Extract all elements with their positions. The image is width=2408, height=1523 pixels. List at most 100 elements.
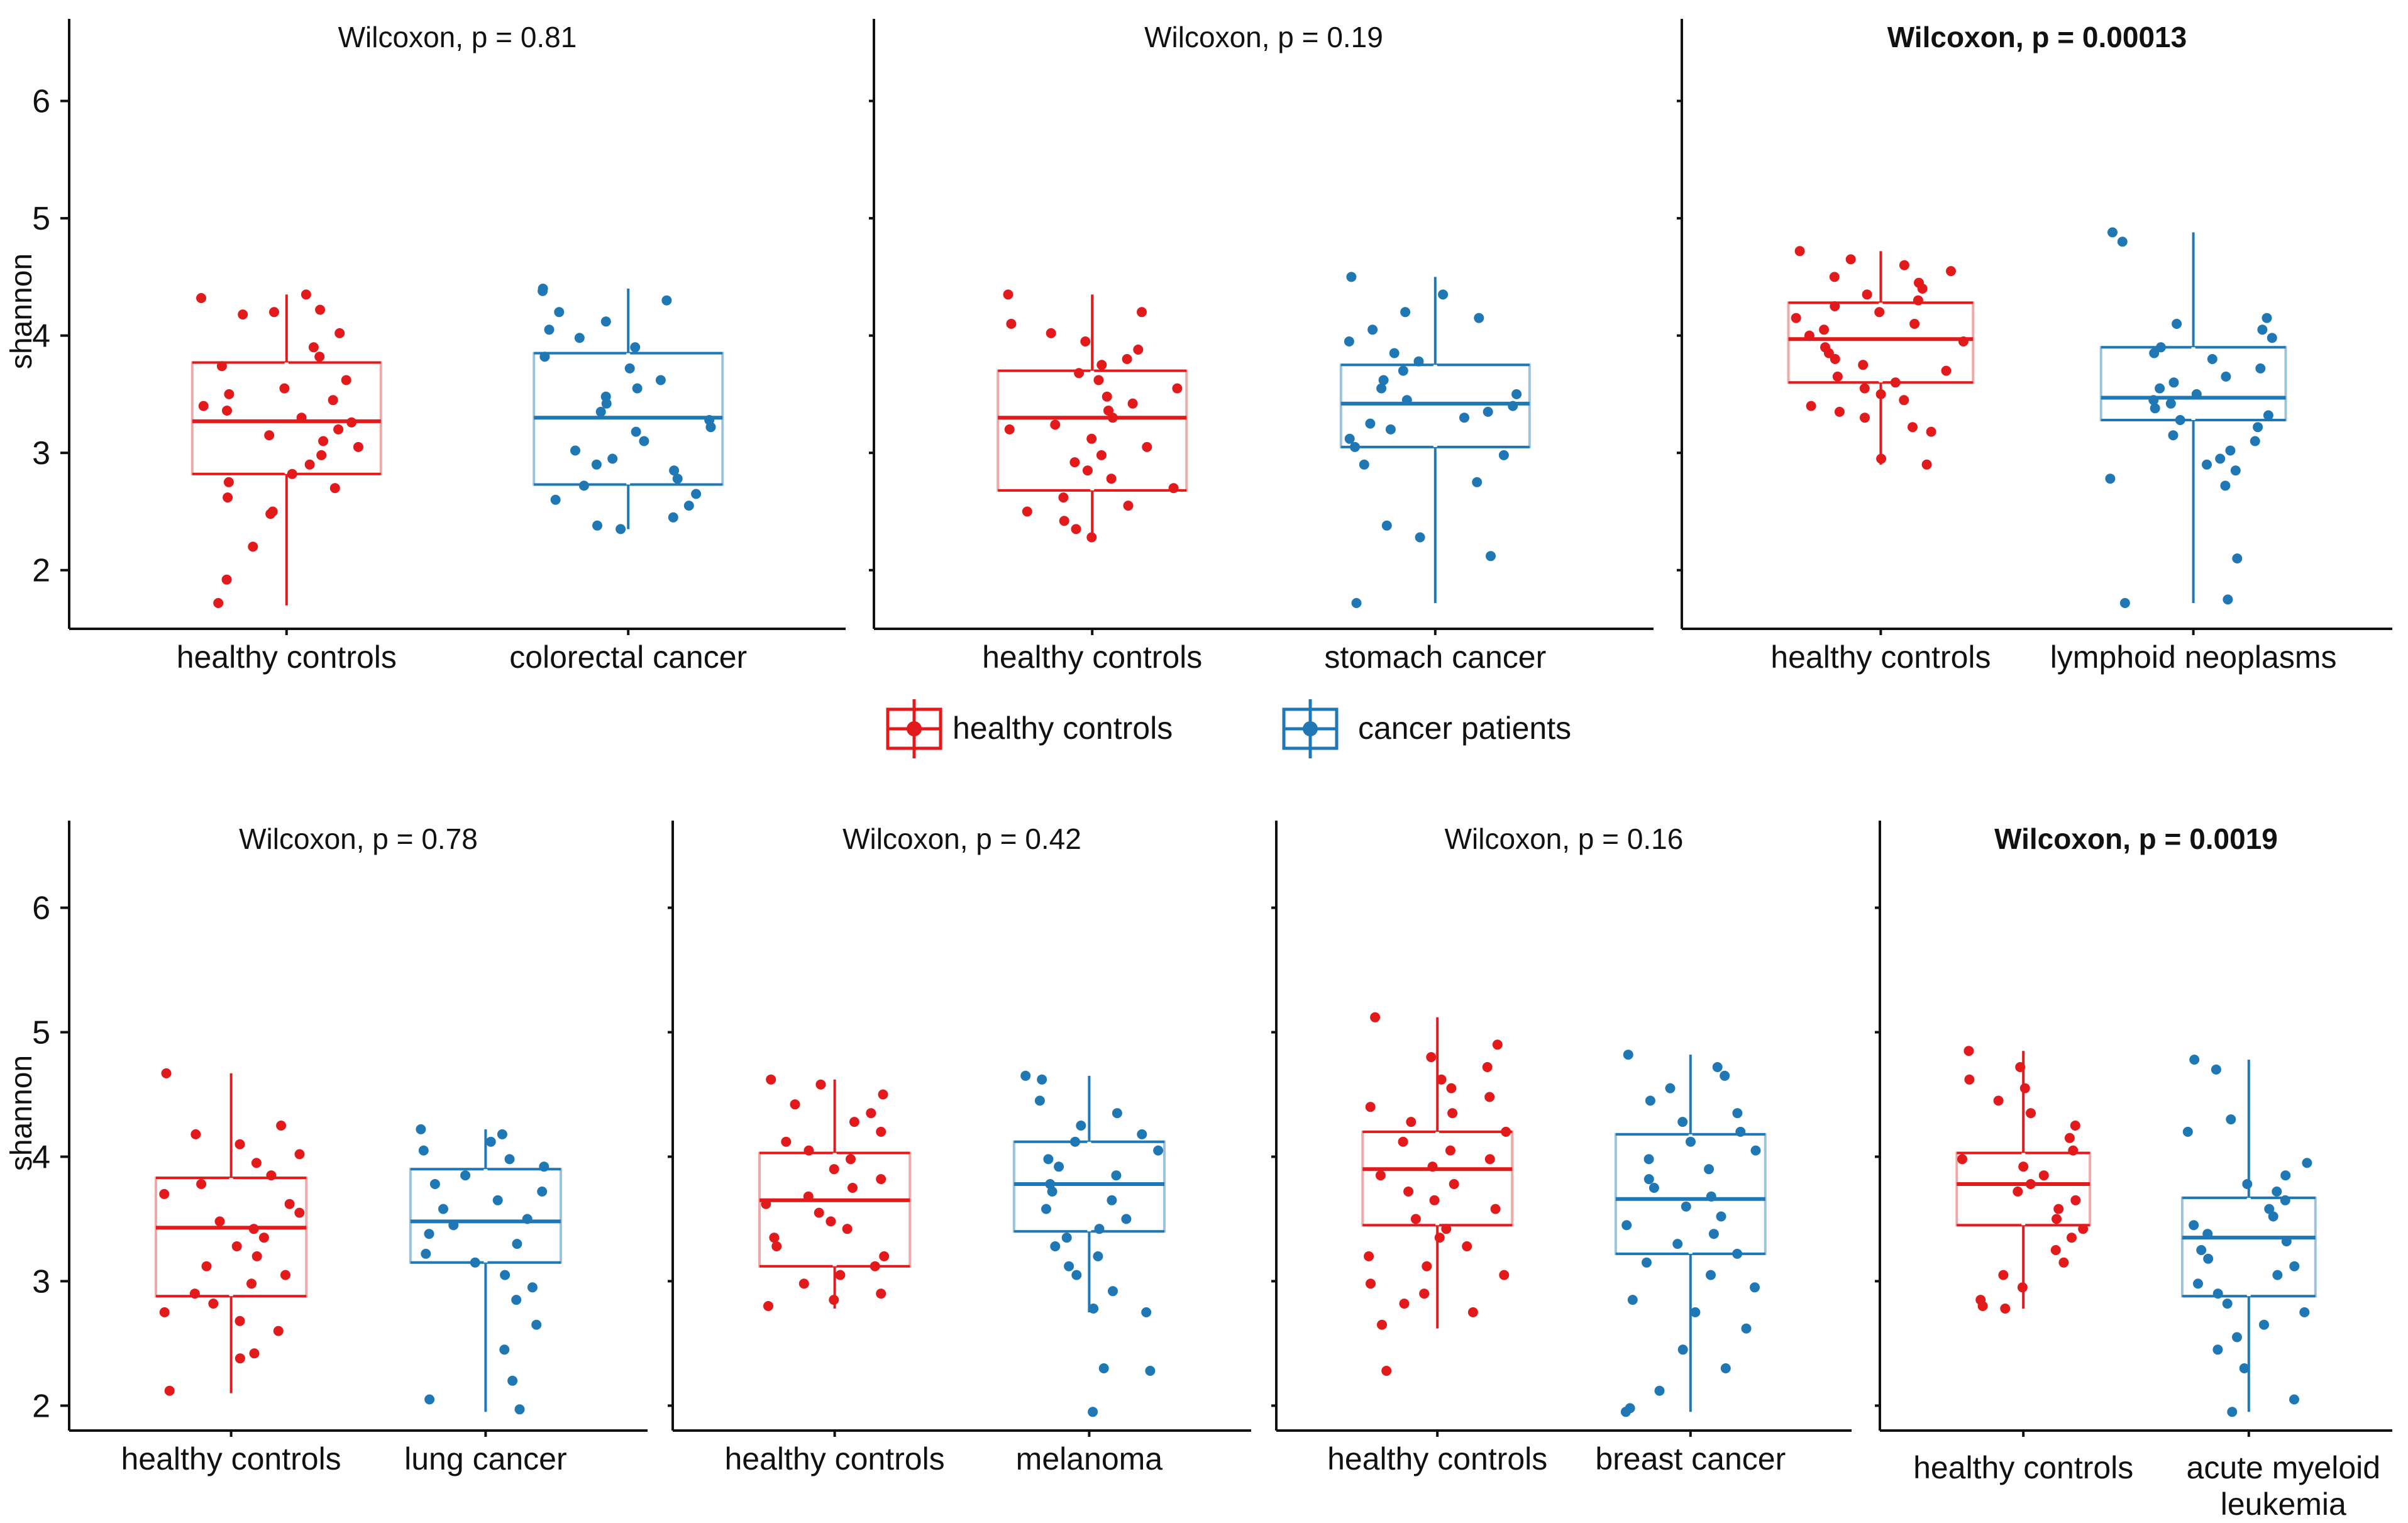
data-point — [1137, 307, 1147, 318]
data-point — [691, 489, 702, 499]
data-point — [284, 1199, 295, 1209]
data-point — [258, 1232, 269, 1243]
data-point — [2299, 1307, 2310, 1317]
data-point — [1665, 1083, 1676, 1094]
data-point — [2105, 474, 2116, 484]
data-point — [1399, 1299, 1410, 1309]
data-point — [1389, 348, 1400, 358]
data-point — [798, 1278, 809, 1289]
data-point — [1462, 1241, 1472, 1251]
data-point — [1720, 1070, 1730, 1081]
data-point — [500, 1270, 511, 1280]
data-point — [870, 1261, 880, 1271]
data-point — [1401, 395, 1412, 406]
data-point — [1122, 354, 1132, 364]
data-point — [1621, 1220, 1632, 1231]
data-point — [803, 1191, 814, 1202]
data-point — [683, 501, 694, 511]
data-point — [672, 474, 683, 484]
data-point — [159, 1307, 170, 1317]
data-point — [1082, 465, 1093, 476]
data-point — [1623, 1049, 1633, 1060]
x-tick-label: acute myeloid leukemia — [2187, 1450, 2381, 1522]
data-point — [1499, 1270, 1510, 1280]
data-point — [1686, 1136, 1696, 1147]
data-point — [1704, 1164, 1715, 1175]
data-point — [246, 1278, 257, 1289]
data-point — [161, 1068, 172, 1078]
data-point — [264, 430, 275, 441]
data-point — [1941, 365, 1952, 376]
data-point — [223, 477, 234, 487]
data-point — [1061, 1232, 1072, 1243]
data-point — [1429, 1195, 1440, 1205]
data-point — [2250, 436, 2260, 446]
data-point — [1858, 360, 1869, 370]
data-point — [2207, 354, 2217, 364]
data-point — [1054, 1161, 1064, 1172]
data-point — [341, 375, 351, 385]
data-point — [492, 1195, 503, 1205]
data-point — [2191, 389, 2202, 399]
data-point — [1482, 1062, 1493, 1072]
data-point — [1381, 520, 1392, 531]
data-point — [1385, 424, 1396, 435]
data-point — [1467, 1307, 1478, 1317]
data-point — [2067, 1232, 2077, 1243]
data-point — [570, 445, 580, 456]
data-point — [1977, 1301, 1988, 1311]
data-point — [1127, 398, 1138, 409]
data-point — [460, 1170, 471, 1181]
box-cancer — [1339, 272, 1531, 608]
x-tick-label: breast cancer — [1595, 1441, 1786, 1476]
data-point — [1654, 1385, 1665, 1396]
data-point — [1094, 1224, 1105, 1234]
data-point — [421, 1248, 431, 1259]
data-point — [1832, 371, 1843, 382]
data-point — [424, 1394, 435, 1405]
data-point — [1829, 272, 1840, 282]
data-point — [607, 453, 618, 464]
data-point — [266, 1170, 277, 1181]
data-point — [829, 1164, 839, 1175]
data-point — [2148, 395, 2159, 406]
data-point — [2289, 1394, 2299, 1405]
data-point — [1142, 441, 1152, 452]
data-point — [1364, 1251, 1374, 1261]
box-cancer — [409, 1124, 562, 1415]
data-point — [1069, 457, 1080, 468]
data-point — [1963, 1046, 1974, 1056]
y-tick-label: 4 — [32, 1139, 50, 1175]
data-point — [1806, 401, 1816, 411]
data-point — [216, 361, 227, 372]
data-point — [1006, 319, 1017, 329]
data-point — [1415, 532, 1425, 543]
y-tick-label: 4 — [32, 318, 50, 355]
data-point — [1434, 1232, 1445, 1243]
data-point — [2225, 445, 2236, 456]
data-point — [1913, 295, 1923, 306]
data-point — [2202, 459, 2212, 470]
data-point — [522, 1214, 533, 1224]
panel-3: Wilcoxon, p = 0.00013 healthy controls lym… — [1677, 19, 2392, 675]
data-point — [1426, 1052, 1437, 1063]
data-point — [301, 289, 311, 300]
data-point — [848, 1183, 858, 1193]
data-point — [159, 1188, 170, 1199]
data-point — [539, 1161, 550, 1172]
data-point — [497, 1129, 507, 1139]
data-point — [2259, 1319, 2269, 1330]
data-point — [1088, 1304, 1099, 1314]
data-point — [294, 1149, 305, 1160]
data-point — [1172, 383, 1183, 394]
data-point — [2289, 1261, 2300, 1271]
data-point — [1403, 1186, 1414, 1197]
data-point — [1080, 336, 1091, 346]
data-point — [1419, 1288, 1430, 1299]
y-tick-label: 2 — [32, 1388, 50, 1424]
data-point — [470, 1257, 480, 1268]
data-point — [1022, 506, 1032, 517]
data-point — [1445, 1145, 1455, 1156]
data-point — [1993, 1095, 2004, 1106]
